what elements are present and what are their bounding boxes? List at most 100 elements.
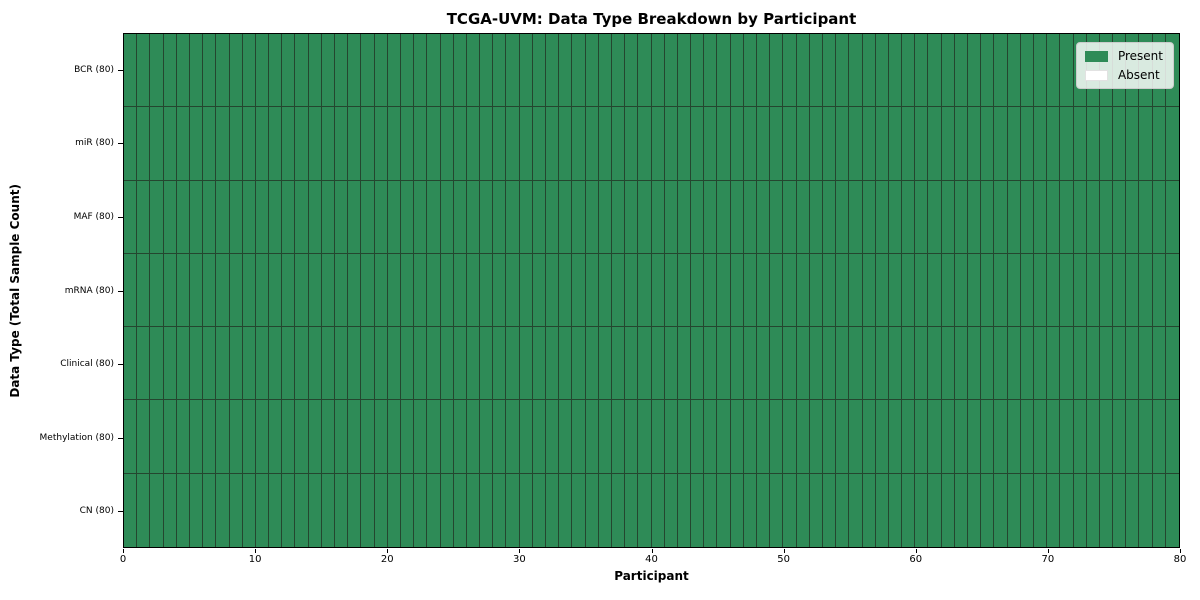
- heatmap-cell-present: [743, 180, 757, 253]
- heatmap-cell-present: [1007, 327, 1021, 400]
- y-tick-mark: [118, 437, 123, 439]
- heatmap-cell-present: [691, 473, 705, 547]
- heatmap-cell-present: [559, 473, 573, 547]
- x-tick-mark: [651, 549, 653, 553]
- heatmap-cell-present: [216, 327, 230, 400]
- heatmap-cell-present: [757, 107, 771, 180]
- heatmap-cell-present: [809, 107, 823, 180]
- heatmap-cell-present: [968, 253, 982, 327]
- heatmap-cell-present: [229, 327, 243, 400]
- heatmap-cell-present: [1139, 180, 1153, 253]
- heatmap-cell-present: [585, 400, 599, 473]
- heatmap-cell-present: [414, 400, 428, 473]
- heatmap-cell-present: [453, 34, 467, 107]
- heatmap-cell-present: [137, 473, 151, 547]
- heatmap-cell-present: [387, 34, 401, 107]
- heatmap-cell-present: [532, 327, 546, 400]
- y-tick-label: miR (80): [75, 138, 114, 149]
- heatmap-cell-present: [743, 253, 757, 327]
- heatmap-cell-present: [295, 34, 309, 107]
- heatmap-cell-present: [176, 253, 190, 327]
- heatmap-cell-present: [163, 253, 177, 327]
- heatmap-cell-present: [189, 180, 204, 253]
- heatmap-cell-present: [928, 253, 942, 327]
- heatmap-cell-present: [282, 400, 296, 473]
- heatmap-cell-present: [189, 473, 204, 547]
- heatmap-cell-present: [954, 107, 968, 180]
- heatmap-cell-present: [229, 107, 243, 180]
- heatmap-cell-present: [677, 180, 692, 253]
- heatmap-cell-present: [559, 327, 573, 400]
- heatmap-cell-present: [1007, 253, 1021, 327]
- heatmap-cell-present: [572, 327, 586, 400]
- heatmap-cell-present: [704, 327, 718, 400]
- heatmap-cell-present: [770, 180, 784, 253]
- heatmap-cell-present: [532, 253, 546, 327]
- heatmap-cell-present: [308, 327, 322, 400]
- heatmap-cell-present: [532, 180, 546, 253]
- heatmap-cell-present: [308, 180, 322, 253]
- heatmap-cell-present: [915, 473, 929, 547]
- heatmap-cell-present: [994, 253, 1008, 327]
- heatmap-cell-present: [453, 473, 467, 547]
- heatmap-cell-present: [506, 34, 520, 107]
- legend-entry: Present: [1084, 49, 1163, 63]
- heatmap-cell-present: [664, 327, 678, 400]
- heatmap-cell-present: [902, 327, 916, 400]
- heatmap-cell-present: [611, 400, 626, 473]
- heatmap-cell-present: [1139, 400, 1153, 473]
- heatmap-cell-present: [295, 327, 309, 400]
- heatmap-cell-present: [796, 34, 810, 107]
- heatmap-cell-present: [559, 34, 573, 107]
- heatmap-cell-present: [1033, 34, 1048, 107]
- heatmap-cell-present: [915, 253, 929, 327]
- heatmap-cell-present: [440, 34, 454, 107]
- heatmap-cell-present: [203, 473, 217, 547]
- heatmap-cell-present: [242, 473, 256, 547]
- heatmap-cell-present: [150, 34, 164, 107]
- heatmap-cell-present: [361, 253, 375, 327]
- heatmap-cell-present: [585, 327, 599, 400]
- heatmap-cell-present: [150, 400, 164, 473]
- heatmap-cell-present: [295, 180, 309, 253]
- chart-title: TCGA-UVM: Data Type Breakdown by Partici…: [446, 10, 857, 28]
- heatmap-cell-present: [572, 253, 586, 327]
- heatmap-cell-present: [1126, 180, 1140, 253]
- heatmap-cell-present: [941, 400, 955, 473]
- heatmap-cell-present: [269, 400, 283, 473]
- heatmap-cell-present: [427, 107, 441, 180]
- heatmap-cell-present: [1020, 400, 1034, 473]
- heatmap-cell-present: [981, 107, 995, 180]
- heatmap-cell-present: [176, 107, 190, 180]
- heatmap-cell-present: [308, 400, 322, 473]
- heatmap-cell-present: [387, 473, 401, 547]
- heatmap-cell-present: [809, 180, 823, 253]
- heatmap-cell-present: [704, 34, 718, 107]
- heatmap-cell-present: [1139, 473, 1153, 547]
- heatmap-cell-present: [1099, 180, 1114, 253]
- heatmap-cell-present: [954, 473, 968, 547]
- heatmap-cell-present: [783, 107, 797, 180]
- heatmap-cell-present: [954, 34, 968, 107]
- heatmap-cell-present: [1113, 180, 1127, 253]
- heatmap-cell-present: [1113, 473, 1127, 547]
- heatmap-cell-present: [427, 34, 441, 107]
- heatmap-cell-present: [809, 34, 823, 107]
- heatmap-cell-present: [493, 400, 507, 473]
- heatmap-cell-present: [269, 473, 283, 547]
- heatmap-cell-present: [941, 253, 955, 327]
- heatmap-cell-present: [770, 473, 784, 547]
- heatmap-cell-present: [1086, 180, 1100, 253]
- heatmap-cell-present: [783, 400, 797, 473]
- heatmap-cell-present: [915, 107, 929, 180]
- legend-label: Absent: [1117, 68, 1160, 82]
- heatmap-cell-present: [269, 107, 283, 180]
- heatmap-cell-present: [968, 473, 982, 547]
- heatmap-cell-present: [269, 253, 283, 327]
- heatmap-cell-present: [163, 400, 177, 473]
- heatmap-cell-present: [1060, 34, 1074, 107]
- heatmap-cell-present: [691, 34, 705, 107]
- heatmap-cell-present: [651, 400, 665, 473]
- heatmap-row: [124, 327, 1179, 401]
